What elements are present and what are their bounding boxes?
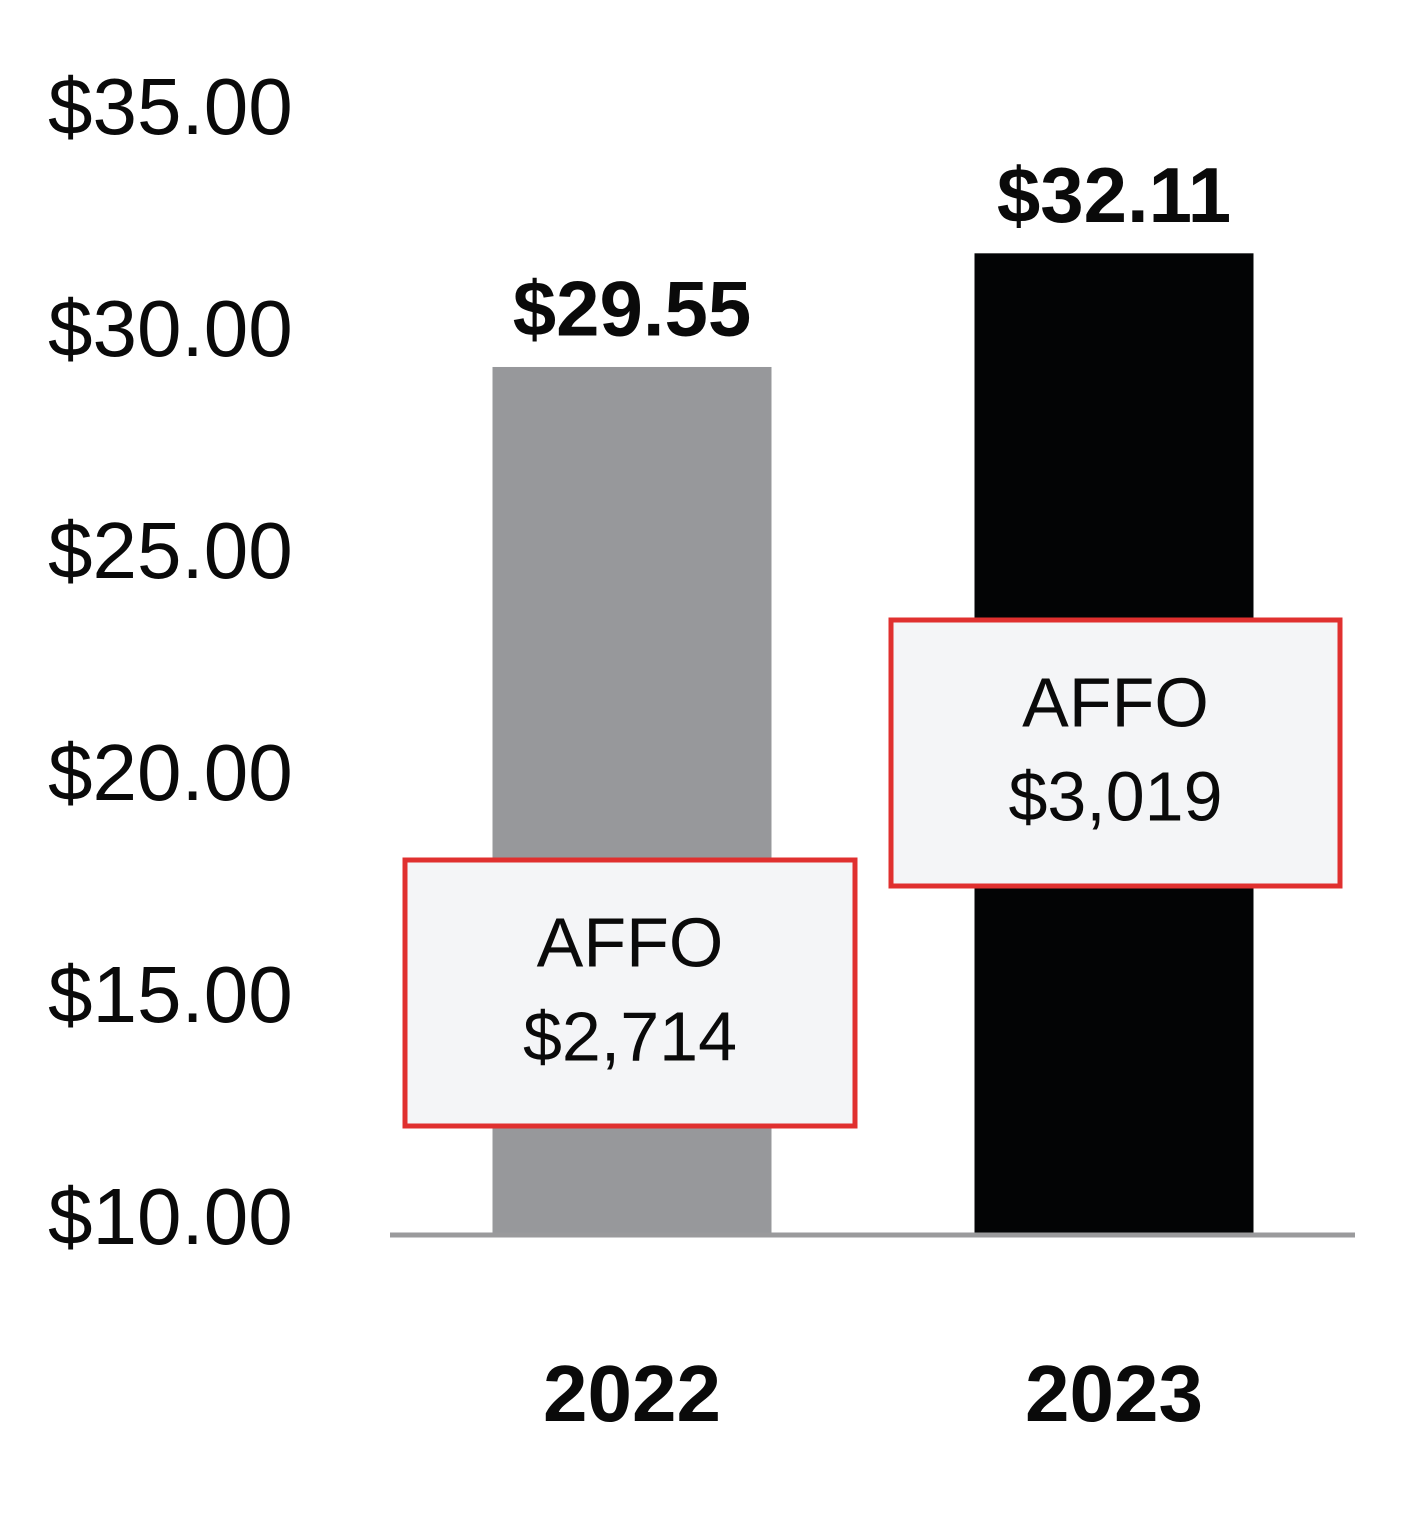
annotation-title: AFFO xyxy=(537,903,724,981)
annotation-text: $3,019 xyxy=(1008,757,1222,835)
y-tick-label: $25.00 xyxy=(48,506,293,595)
x-tick-label: 2023 xyxy=(1025,1349,1203,1438)
y-tick-label: $35.00 xyxy=(48,62,293,151)
y-tick-label: $15.00 xyxy=(48,950,293,1039)
y-tick-label: $20.00 xyxy=(48,728,293,817)
y-tick-label: $30.00 xyxy=(48,284,293,373)
y-tick-label: $10.00 xyxy=(48,1172,293,1261)
value-label: $29.55 xyxy=(513,265,752,353)
value-label: $32.11 xyxy=(997,151,1231,239)
annotation-box xyxy=(888,617,1343,889)
annotation-title: AFFO xyxy=(1022,663,1209,741)
annotation-box xyxy=(402,857,858,1129)
x-tick-label: 2022 xyxy=(543,1349,721,1438)
annotation-text: $2,714 xyxy=(523,997,737,1075)
